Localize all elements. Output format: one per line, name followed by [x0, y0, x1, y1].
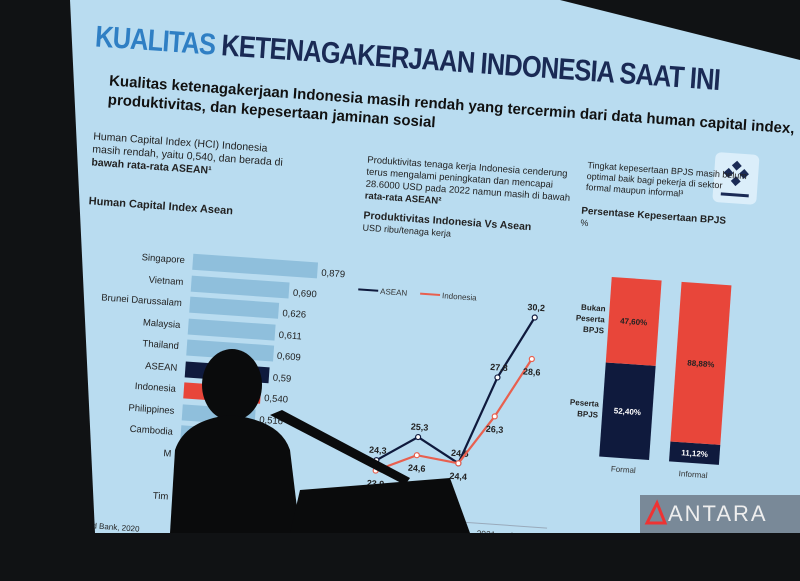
series-label: Peserta — [570, 398, 600, 409]
legend-label: ASEAN — [380, 287, 408, 298]
stacked-segment — [669, 441, 721, 465]
segment-label: 52,40% — [614, 406, 642, 417]
data-label: 28,6 — [523, 366, 541, 377]
data-label: 23,9 — [366, 478, 384, 489]
data-label: 30,2 — [527, 302, 545, 313]
data-point — [528, 355, 535, 363]
series-label: BPJS — [577, 409, 599, 419]
series-label: Peserta — [576, 313, 606, 324]
data-label: 24,5 — [451, 448, 469, 459]
bpjs-stacked-chart: 52,40% 47,60% Formal 11,12% 88,88% Informal Pe… — [570, 276, 732, 480]
legend-line — [420, 292, 441, 297]
segment-label: 11,12% — [681, 448, 708, 459]
data-label: 24,6 — [408, 463, 426, 474]
microphone-stand — [270, 410, 410, 485]
data-point — [531, 314, 538, 321]
data-point — [415, 433, 422, 441]
x-tick-label: 2022 — [509, 530, 529, 541]
antara-watermark: ANTARA — [640, 495, 800, 533]
series-label: BPJS — [583, 325, 605, 335]
podium — [290, 478, 470, 533]
series-label: Bukan — [581, 303, 606, 314]
speaker-silhouette — [170, 349, 470, 533]
data-label: 27,8 — [490, 362, 508, 373]
data-point — [491, 413, 498, 420]
legend-line — [358, 288, 379, 292]
stacked-segment — [599, 362, 656, 461]
antara-logo-icon — [644, 499, 668, 525]
productivity-line-chart: ASEAN 24,3 25,3 24,5 27,8 30,2 Indonesia 23,9 24… — [352, 287, 548, 541]
data-point — [455, 460, 462, 467]
data-label: 26,3 — [485, 424, 503, 435]
data-point — [494, 374, 501, 381]
category-label: Informal — [678, 469, 708, 480]
stacked-segment — [670, 281, 732, 445]
data-label: 25,3 — [410, 422, 428, 433]
legend-label: Indonesia — [442, 291, 478, 302]
data-label: 24,4 — [449, 471, 467, 482]
stacked-segment — [605, 276, 662, 366]
data-point — [413, 452, 420, 459]
x-tick-label: 2021 — [476, 528, 496, 539]
category-label: Formal — [611, 464, 637, 475]
data-label: 24,3 — [369, 445, 387, 456]
segment-label: 47,60% — [620, 317, 648, 328]
kemnaker-logo — [712, 151, 760, 205]
segment-label: 88,88% — [687, 358, 715, 369]
